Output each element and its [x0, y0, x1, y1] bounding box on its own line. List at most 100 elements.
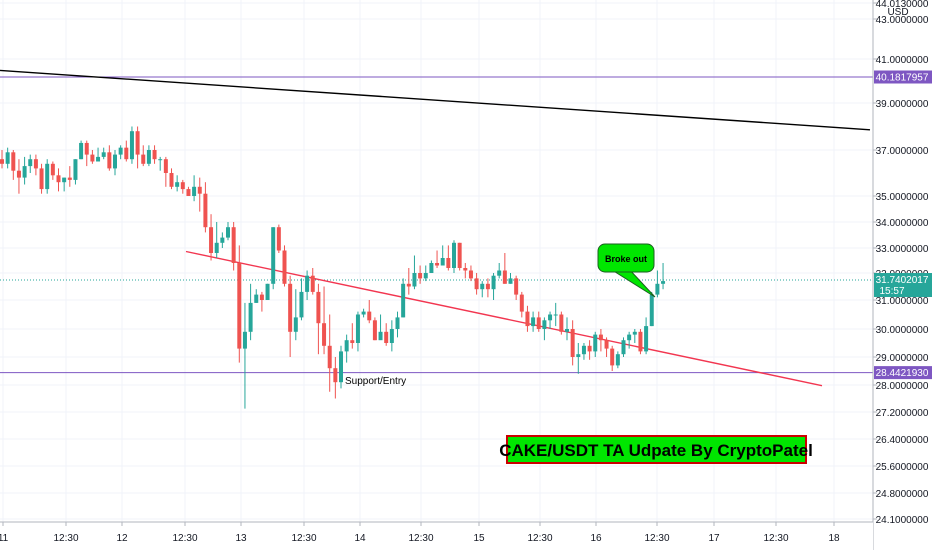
candle-body: [497, 270, 502, 276]
candle-body: [152, 150, 157, 160]
candle-body: [548, 314, 553, 321]
time-tick-label: 16: [590, 533, 602, 544]
candle-body: [615, 354, 620, 366]
candle-body: [237, 263, 242, 349]
candle-body: [124, 147, 129, 160]
candle-body: [90, 154, 95, 162]
price-tick-label: 37.0000000: [876, 146, 929, 157]
candle-body: [293, 317, 298, 332]
candle-body: [242, 331, 247, 349]
candle-body: [604, 340, 609, 349]
candle-body: [118, 147, 123, 155]
breakout-callout[interactable]: Broke out: [597, 243, 656, 298]
candle-body: [508, 278, 513, 284]
candle-body: [344, 340, 349, 352]
candle-body: [435, 263, 440, 266]
candle-body: [638, 331, 643, 352]
price-tick-label: 44.0130000: [876, 0, 929, 10]
candle-body: [570, 329, 575, 357]
candle-body: [84, 142, 89, 155]
candle-body: [406, 283, 411, 287]
time-tick-label: 12:30: [644, 533, 669, 544]
candle-body: [180, 182, 185, 190]
price-tick-label: 25.6000000: [876, 462, 929, 473]
candle-body: [163, 159, 168, 173]
candle-body: [485, 283, 490, 290]
candle-body: [644, 326, 649, 352]
candle-body: [565, 329, 569, 332]
time-tick-label: 11: [0, 533, 9, 544]
price-badge-label: 31.7402017: [876, 275, 929, 286]
time-tick-label: 12: [116, 533, 128, 544]
candle-body: [276, 227, 281, 251]
candle-body: [271, 227, 276, 284]
candle-body: [248, 302, 253, 332]
candle-body: [327, 345, 332, 369]
candle-body: [203, 193, 208, 228]
candle-body: [587, 345, 592, 352]
candle-body: [67, 177, 72, 180]
trend-lines: [0, 69, 871, 387]
candle-body: [418, 273, 423, 279]
candlestick-series: [0, 126, 666, 409]
candle-body: [463, 268, 468, 271]
candle-body: [333, 368, 338, 383]
price-tick-label: 34.0000000: [876, 218, 929, 229]
candle-body: [259, 294, 264, 300]
candle-body: [429, 263, 434, 273]
candle-body: [175, 182, 180, 187]
candle-body: [316, 291, 321, 324]
candle-body: [16, 170, 21, 178]
candle-body: [141, 154, 146, 164]
candle-body: [107, 152, 112, 169]
candle-body: [661, 281, 666, 284]
candle-body: [423, 273, 428, 279]
candle-body: [45, 163, 50, 190]
candle-body: [378, 331, 383, 341]
candle-body: [372, 320, 377, 341]
candle-body: [395, 317, 400, 329]
candle-body: [559, 314, 564, 332]
candle-body: [101, 152, 106, 157]
trend-line: [0, 69, 871, 131]
candle-body: [598, 334, 603, 341]
candle-body: [452, 242, 456, 268]
candle-body: [310, 275, 315, 292]
candle-body: [113, 154, 117, 169]
candle-body: [412, 273, 417, 287]
candle-body: [79, 142, 84, 160]
time-tick-label: 18: [828, 533, 840, 544]
price-tick-label: 31.0000000: [876, 296, 929, 307]
chart-title: CAKE/USDT TA Udpate By CryptoPatel: [499, 441, 813, 460]
breakout-callout-bubble: [597, 243, 655, 273]
candle-body: [542, 320, 547, 329]
candle-body: [96, 156, 101, 162]
candle-body: [581, 345, 586, 355]
trend-line: [185, 250, 823, 387]
candle-body: [5, 152, 10, 164]
price-badge: [874, 273, 932, 298]
candle-body: [610, 348, 615, 366]
currency-label: USD: [887, 7, 908, 18]
candle-body: [355, 314, 360, 343]
candle-body: [299, 291, 304, 318]
candle-body: [502, 270, 507, 284]
candle-body: [621, 340, 626, 355]
time-axis[interactable]: 11 12:30 12 12:30 13 12:30 14 12:30 15 12:30 16 12:…: [0, 521, 873, 550]
candle-body: [197, 186, 202, 194]
candle-body: [158, 159, 163, 161]
price-tick-label: 39.0000000: [876, 99, 929, 110]
price-badge-label: 28.4421930: [876, 368, 929, 379]
candle-body: [11, 152, 16, 171]
price-tick-label: 29.0000000: [876, 353, 929, 364]
candle-body: [220, 237, 225, 243]
time-tick-label: 12:30: [172, 533, 197, 544]
candle-body: [480, 283, 485, 290]
candle-body: [169, 173, 174, 187]
time-axis-background: [0, 522, 873, 550]
candle-body: [192, 186, 197, 196]
candle-body: [73, 159, 78, 180]
candle-body: [186, 189, 191, 196]
candle-body: [39, 168, 44, 190]
